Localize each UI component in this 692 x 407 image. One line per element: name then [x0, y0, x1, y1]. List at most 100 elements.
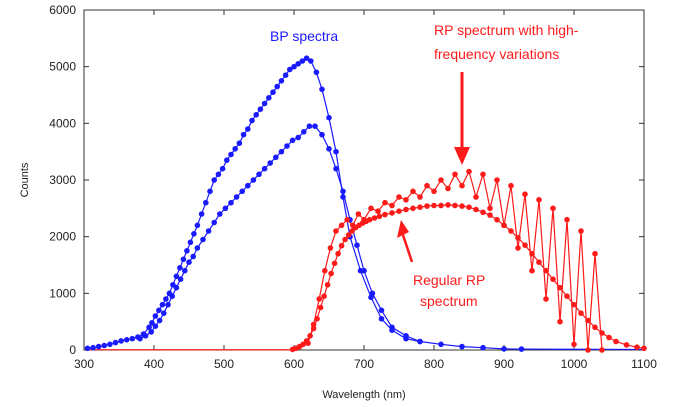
bp-data-point — [205, 228, 212, 234]
rp-data-point — [317, 304, 324, 311]
rp-data-point — [403, 197, 409, 203]
rp-data-point — [344, 216, 351, 223]
bp-data-point — [129, 335, 136, 342]
bp-data-point — [228, 199, 234, 206]
rp-data-point — [371, 215, 378, 221]
bp-data-point — [266, 95, 272, 101]
bp-data-point — [118, 338, 124, 344]
bp-data-point — [156, 317, 163, 324]
bp-data-point — [148, 329, 154, 335]
x-tick-label: 900 — [494, 357, 514, 371]
x-tick-label: 300 — [74, 357, 94, 371]
rp-data-point — [310, 325, 317, 332]
regular-rp-annotation-line1: Regular RP — [413, 272, 485, 288]
rp-data-point — [508, 228, 514, 234]
rp-data-point — [452, 202, 458, 209]
bp-data-point — [249, 117, 255, 124]
rp-data-point — [487, 205, 493, 212]
bp-data-point — [152, 313, 159, 319]
rp-data-point — [310, 321, 317, 328]
rp-data-point — [466, 204, 472, 210]
rp-data-point — [314, 316, 320, 322]
bp-data-point — [295, 134, 302, 141]
bp-data-point — [403, 333, 409, 339]
bp-data-point — [217, 211, 223, 217]
bp-data-point — [284, 143, 290, 149]
rp-data-point — [410, 205, 416, 212]
bp-data-point — [256, 171, 262, 178]
series-points — [84, 55, 647, 353]
rp-data-point — [459, 182, 465, 189]
bp-data-point — [90, 344, 96, 351]
bp-data-point — [361, 267, 367, 274]
bp-data-point — [187, 239, 194, 246]
rp-data-point — [424, 203, 430, 209]
rp-data-point — [396, 194, 402, 200]
rp-data-point — [431, 188, 437, 195]
regular-rp-arrowhead — [397, 220, 409, 238]
bp-data-point — [340, 194, 346, 200]
bp-data-point — [278, 78, 285, 84]
bp-data-point — [173, 284, 180, 291]
rp-data-point — [375, 208, 381, 214]
bp-data-point — [245, 126, 251, 132]
rp-data-point — [338, 242, 345, 249]
rp-data-point — [300, 341, 306, 348]
rp-high-frequency-annotation-line2: frequency variations — [434, 46, 559, 62]
x-tick-label: 600 — [284, 357, 304, 371]
rp-data-point — [322, 267, 328, 274]
bp-data-point — [261, 100, 268, 107]
bp-data-point — [273, 154, 279, 161]
bp-data-point — [161, 310, 167, 317]
rp-data-point — [480, 171, 486, 178]
bp-data-point — [501, 346, 507, 352]
regular-rp-annotation-line2: spectrum — [420, 293, 478, 309]
rp-data-point — [349, 228, 355, 234]
rp-data-point — [382, 211, 388, 218]
bp-data-point — [239, 188, 245, 195]
rp-data-point — [355, 211, 362, 217]
rp-data-point — [578, 310, 584, 317]
bp-data-point — [340, 188, 346, 195]
rp-data-point — [361, 216, 367, 223]
rp-data-point — [634, 344, 640, 351]
bp-data-point — [389, 324, 395, 331]
y-axis-label: Counts — [19, 162, 31, 197]
bp-data-point — [313, 69, 320, 76]
rp-data-point — [592, 324, 598, 331]
bp-data-point — [312, 123, 318, 129]
rp-data-point — [431, 202, 437, 209]
rp-data-point — [557, 284, 563, 291]
rp-data-point — [368, 205, 374, 212]
bp-data-point — [333, 165, 339, 172]
rp-data-point — [536, 259, 542, 266]
rp-data-point — [613, 338, 619, 345]
x-tick-label: 400 — [144, 357, 164, 371]
rp-data-point — [564, 293, 570, 300]
bp-data-point — [257, 106, 264, 112]
rp-data-point — [417, 194, 423, 200]
regular-rp-arrow-shaft — [401, 234, 414, 263]
bp-data-point — [177, 276, 184, 283]
bp-data-point — [203, 199, 209, 206]
rp-data-point — [333, 228, 339, 234]
bp-data-point — [198, 211, 205, 217]
rp-data-point — [529, 267, 535, 274]
bp-data-point — [417, 338, 423, 345]
rp-data-point — [508, 182, 514, 189]
bp-data-point — [159, 301, 166, 308]
bp-data-point — [326, 114, 332, 121]
rp-data-point — [321, 293, 327, 300]
bp-data-point — [95, 343, 102, 350]
bp-data-point — [123, 337, 130, 343]
bp-data-point — [278, 148, 285, 155]
y-tick-label: 4000 — [49, 116, 76, 130]
rp-data-point — [623, 342, 630, 348]
bp-data-point — [245, 182, 251, 189]
bp-data-point — [291, 63, 297, 70]
y-tick-label: 2000 — [49, 230, 76, 244]
bp-data-point — [177, 265, 183, 271]
rp-data-point — [550, 276, 556, 283]
bp-data-point — [219, 165, 226, 172]
bp-data-point — [333, 148, 339, 155]
